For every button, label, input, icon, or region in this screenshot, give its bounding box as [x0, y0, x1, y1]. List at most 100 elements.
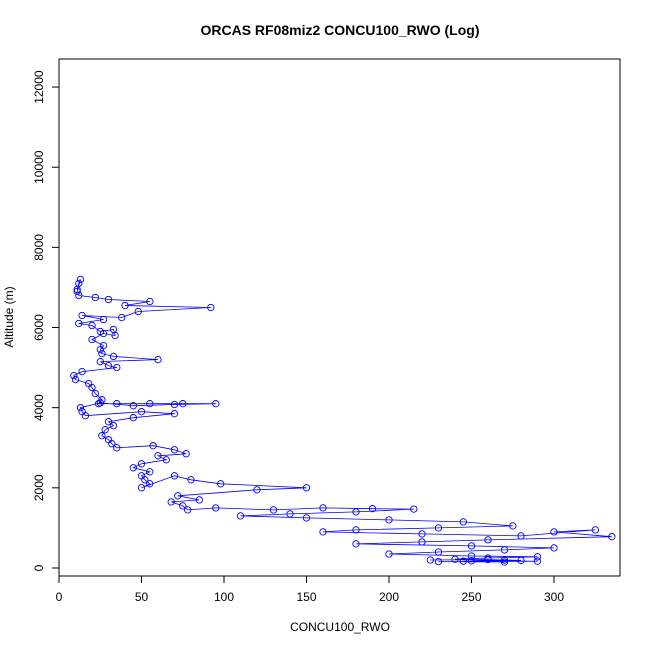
data-point [533, 557, 542, 565]
data-point [129, 402, 137, 410]
data-point [253, 486, 261, 494]
data-point [76, 275, 85, 284]
data-point [162, 456, 170, 464]
data-point [76, 404, 85, 412]
data-point [509, 522, 517, 530]
data-point [179, 502, 187, 510]
data-point [98, 432, 106, 440]
x-axis-label: CONCU100_RWO [290, 620, 390, 634]
x-tick-label: 0 [56, 590, 63, 604]
data-point [146, 400, 154, 408]
data-point [111, 331, 119, 340]
data-point [352, 526, 360, 534]
y-tick-label: 2000 [32, 474, 46, 501]
data-point [101, 426, 109, 434]
data-point [75, 279, 83, 288]
data-point [154, 355, 162, 364]
data-point [385, 516, 393, 524]
x-axis: 0 50 100 150 200 250 300 [56, 575, 564, 604]
data-point [121, 301, 129, 310]
data-point [141, 476, 149, 484]
data-point [154, 452, 162, 460]
data-point [113, 444, 121, 452]
y-tick-label: 0 [32, 564, 46, 571]
data-point [96, 357, 104, 366]
data-point [170, 410, 179, 418]
data-point [113, 363, 121, 372]
data-point [187, 476, 195, 484]
data-point [467, 557, 476, 565]
x-tick-label: 150 [296, 590, 316, 604]
data-point [550, 528, 558, 536]
data-point [71, 375, 80, 384]
data-point [81, 412, 90, 420]
data-point [109, 352, 118, 361]
data-point [91, 389, 99, 398]
data-point [174, 492, 182, 500]
data-point [217, 480, 225, 488]
data-point [385, 550, 393, 558]
data-point [73, 287, 81, 296]
data-point [104, 295, 113, 304]
data-point [146, 468, 154, 476]
data-point [451, 555, 459, 563]
x-tick-label: 200 [379, 590, 399, 604]
data-point [269, 506, 278, 514]
data-point [459, 557, 467, 565]
data-point [302, 484, 311, 492]
data-point [467, 542, 476, 550]
chart-title: ORCAS RF08miz2 CONCU100_RWO (Log) [200, 22, 479, 38]
data-point [88, 383, 96, 392]
x-tick-label: 50 [135, 590, 149, 604]
data-point [319, 528, 327, 536]
y-tick-label: 10000 [32, 150, 46, 184]
data-point [434, 557, 443, 566]
data-point [500, 546, 509, 554]
data-point [500, 556, 509, 564]
data-point [167, 498, 175, 506]
data-point [500, 558, 509, 566]
data-point [484, 555, 492, 564]
data-point [146, 297, 154, 306]
data-point [137, 408, 146, 416]
data-point [75, 291, 83, 300]
data-point [98, 349, 106, 358]
data-point [78, 311, 86, 320]
data-point [113, 400, 121, 408]
data-point [108, 440, 116, 448]
data-point [99, 329, 108, 338]
data-point [517, 556, 525, 565]
data-point [434, 524, 443, 532]
data-line [73, 279, 612, 563]
data-point [104, 361, 113, 370]
data-point [184, 506, 192, 514]
data-point [319, 504, 327, 512]
data-point [129, 414, 137, 422]
data-point [70, 371, 78, 380]
x-tick-label: 300 [544, 590, 564, 604]
data-point [137, 484, 146, 492]
data-point [99, 315, 108, 324]
data-point [109, 422, 118, 430]
data-point [459, 518, 467, 526]
data-point [149, 442, 157, 450]
data-point [179, 400, 187, 408]
y-tick-label: 12000 [32, 70, 46, 104]
data-point [78, 367, 86, 376]
data-point [134, 307, 142, 316]
data-point [104, 418, 113, 426]
data-point [91, 293, 99, 302]
series-line [73, 279, 612, 563]
data-point [170, 472, 179, 480]
data-point [207, 303, 215, 312]
data-point [170, 446, 179, 454]
data-point [517, 532, 525, 540]
data-point [418, 530, 426, 538]
x-tick-label: 100 [214, 590, 234, 604]
data-point [368, 505, 377, 513]
data-point [484, 536, 492, 544]
data-point [236, 512, 245, 520]
data-point [96, 345, 104, 354]
